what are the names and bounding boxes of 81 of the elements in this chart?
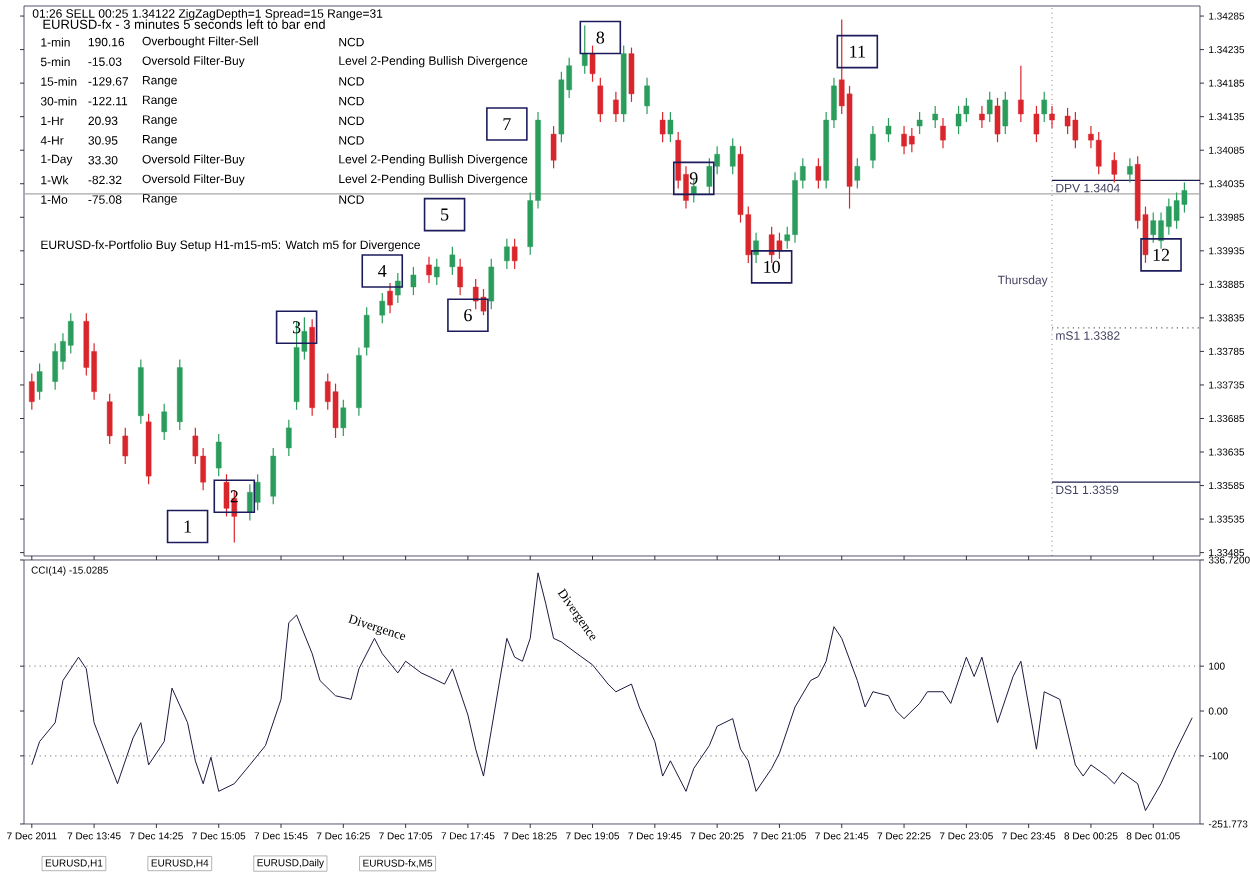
candlestick [29, 372, 35, 411]
candlestick [613, 91, 619, 123]
candlestick [457, 258, 463, 296]
candlestick [1111, 151, 1118, 183]
candlestick [122, 427, 129, 465]
candlestick [729, 137, 736, 175]
candlestick [1095, 131, 1102, 175]
candlestick [504, 238, 510, 270]
candlestick [1072, 111, 1079, 149]
candlestick [472, 278, 479, 310]
candlestick [768, 226, 775, 264]
candlestick [223, 473, 230, 518]
candlestick [1150, 211, 1157, 244]
candlestick [753, 232, 759, 264]
candlestick [885, 117, 892, 143]
candlestick [955, 105, 962, 135]
candlestick [870, 125, 876, 169]
candlestick [1127, 157, 1133, 183]
candlestick [332, 383, 339, 439]
candlestick [434, 258, 440, 286]
candlestick [589, 44, 596, 83]
candlestick [480, 288, 487, 316]
candlestick [628, 46, 635, 103]
candlestick [644, 77, 650, 115]
candlestick [67, 312, 74, 355]
candlestick [379, 292, 386, 324]
candlestick [488, 258, 495, 310]
candlestick [901, 125, 907, 155]
candlestick [1033, 105, 1040, 143]
candlestick [410, 266, 417, 296]
candlestick [247, 483, 253, 522]
annotation: 10 [764, 260, 780, 273]
candlestick [909, 127, 915, 153]
candlestick [776, 232, 783, 260]
candlestick [916, 111, 923, 135]
candlestick [1018, 65, 1024, 123]
candlestick [1173, 191, 1180, 230]
annotation: 6 [464, 309, 472, 322]
annotation: 11 [850, 45, 865, 58]
candlestick [550, 125, 557, 169]
annotation: 5 [441, 208, 449, 221]
candlestick [1002, 91, 1009, 135]
candlestick [1041, 91, 1047, 123]
candlestick [449, 246, 456, 276]
candlestick [667, 111, 674, 143]
candlestick [1064, 107, 1071, 135]
candlestick [286, 419, 292, 457]
line-series [31, 572, 1193, 812]
candlestick [254, 473, 261, 511]
candlestick [387, 282, 393, 314]
candlestick [215, 433, 222, 477]
annotation: 9 [689, 172, 698, 185]
candlestick [426, 256, 432, 284]
candlestick [1049, 105, 1055, 129]
candlestick [1166, 197, 1172, 236]
candlestick [979, 105, 985, 129]
candlestick [940, 117, 946, 149]
candlestick [932, 105, 938, 129]
candlestick [994, 97, 1001, 143]
candlestick [597, 77, 604, 123]
candlestick [659, 111, 666, 143]
candlestick [36, 362, 43, 401]
candlestick [52, 342, 58, 391]
candlestick [986, 91, 993, 123]
annotation: 8 [596, 31, 605, 44]
annotation: 7 [503, 118, 511, 130]
annotation: 12 [1153, 248, 1170, 261]
annotation: 1 [184, 520, 191, 533]
candlestick [1158, 211, 1164, 250]
candlestick [815, 157, 822, 190]
candlestick [963, 97, 970, 123]
annotation: 4 [378, 265, 387, 277]
candlestick [395, 272, 401, 304]
candlestick [161, 403, 167, 441]
candlestick [270, 447, 276, 505]
candlestick [1181, 181, 1188, 214]
candlestick [854, 157, 861, 190]
candlestick [340, 399, 347, 437]
candlestick [106, 393, 113, 445]
candlestick [581, 24, 588, 75]
candlestick [511, 238, 518, 270]
